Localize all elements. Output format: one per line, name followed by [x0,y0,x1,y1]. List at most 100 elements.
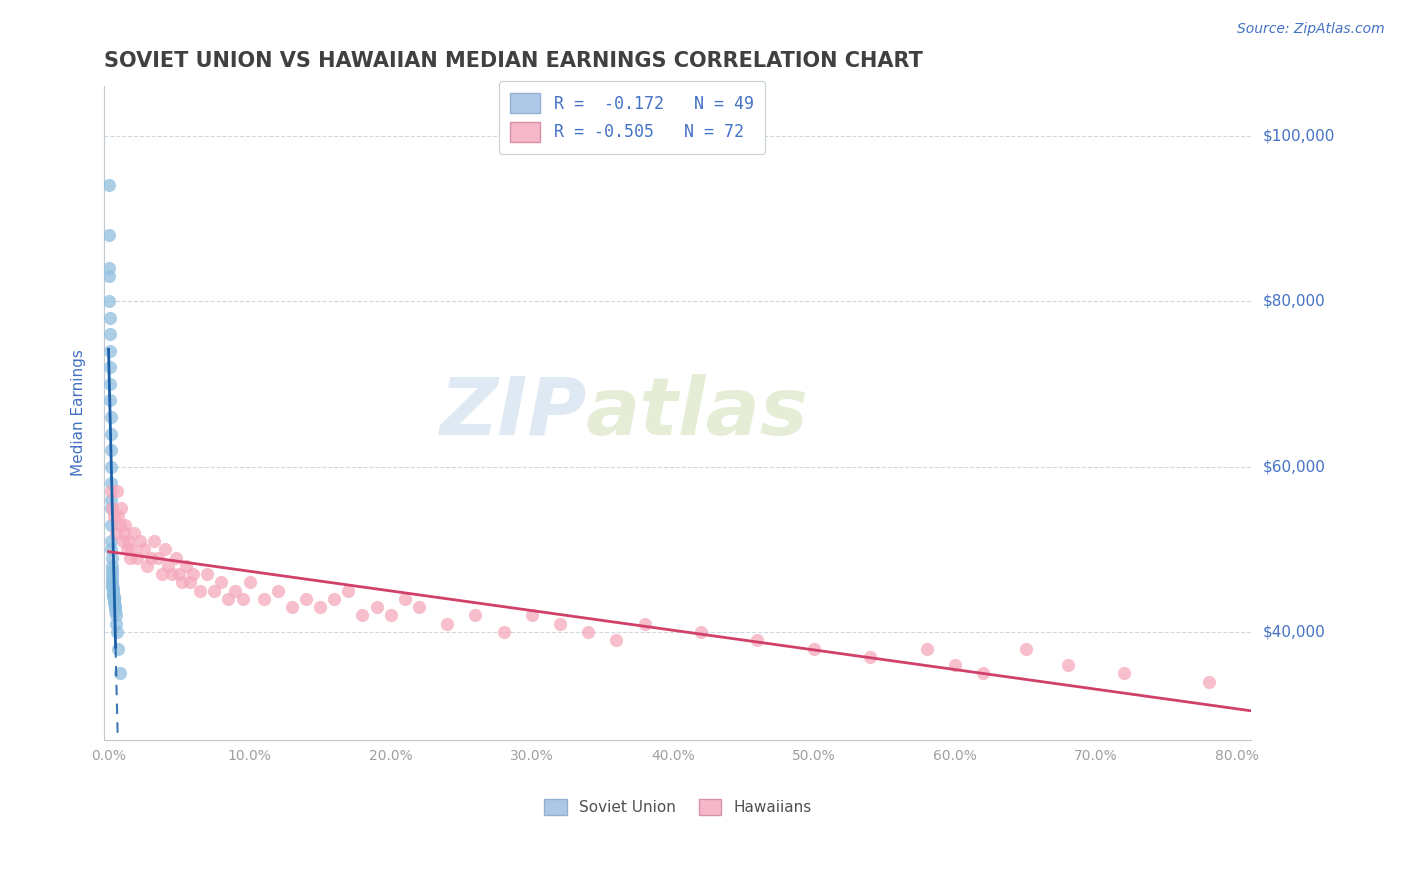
Point [520,608,543,623]
Point [915,641,938,656]
Point [232,591,254,606]
Point [101,500,124,515]
Point [309,600,332,615]
Point [103,588,125,602]
Point [100,484,122,499]
Point [110,500,132,515]
Point [111,534,134,549]
Point [105,625,128,640]
Point [108,517,131,532]
Point [943,658,966,673]
Point [150,567,173,582]
Point [803,641,825,656]
Point [98,310,121,325]
Point [103,591,125,606]
Point [103,589,125,603]
Point [103,596,125,610]
Point [1198,674,1220,689]
Point [267,583,290,598]
Point [101,563,124,577]
Point [576,625,599,640]
Point [104,600,127,615]
Point [239,575,262,590]
Text: $100,000: $100,000 [1263,128,1334,144]
Point [295,591,318,606]
Point [352,608,374,623]
Point [108,666,131,681]
Text: $80,000: $80,000 [1263,293,1324,309]
Point [97,178,120,193]
Point [146,550,169,565]
Point [101,580,124,594]
Point [408,600,430,615]
Point [98,376,121,391]
Point [100,550,122,565]
Point [101,571,124,585]
Point [103,590,125,604]
Point [128,534,150,549]
Point [179,575,201,590]
Point [103,591,125,606]
Point [188,583,211,598]
Point [380,608,402,623]
Point [394,591,416,606]
Point [98,294,121,309]
Text: Source: ZipAtlas.com: Source: ZipAtlas.com [1237,22,1385,37]
Point [100,534,122,549]
Point [153,542,176,557]
Point [100,542,122,557]
Point [195,567,218,582]
Point [100,500,122,515]
Legend: Soviet Union, Hawaiians: Soviet Union, Hawaiians [537,793,818,822]
Text: $40,000: $40,000 [1263,624,1324,640]
Point [101,577,124,591]
Text: atlas: atlas [586,374,808,452]
Point [98,261,121,276]
Point [972,666,994,681]
Point [101,587,124,601]
Point [103,509,125,524]
Text: SOVIET UNION VS HAWAIIAN MEDIAN EARNINGS CORRELATION CHART: SOVIET UNION VS HAWAIIAN MEDIAN EARNINGS… [104,51,924,70]
Point [633,616,655,631]
Point [253,591,276,606]
Point [112,525,135,540]
Point [104,608,127,623]
Point [167,567,190,582]
Point [125,550,148,565]
Text: $60,000: $60,000 [1263,459,1326,475]
Point [101,567,124,582]
Point [122,525,145,540]
Point [98,393,121,408]
Point [98,343,121,358]
Point [202,583,225,598]
Point [690,625,713,640]
Point [107,641,129,656]
Point [100,558,122,573]
Point [98,327,121,342]
Point [160,567,183,582]
Point [1014,641,1036,656]
Text: ZIP: ZIP [439,374,586,452]
Point [139,550,162,565]
Point [224,583,246,598]
Point [101,575,124,590]
Point [135,558,157,573]
Point [114,517,136,532]
Point [605,633,627,648]
Point [101,581,124,595]
Point [156,558,179,573]
Point [103,593,125,607]
Point [118,550,141,565]
Point [107,509,129,524]
Point [165,550,187,565]
Point [747,633,769,648]
Point [132,542,155,557]
Point [103,591,125,605]
Point [115,542,138,557]
Point [436,616,458,631]
Point [100,409,122,424]
Point [1114,666,1136,681]
Point [98,360,121,375]
Point [366,600,388,615]
Point [323,591,346,606]
